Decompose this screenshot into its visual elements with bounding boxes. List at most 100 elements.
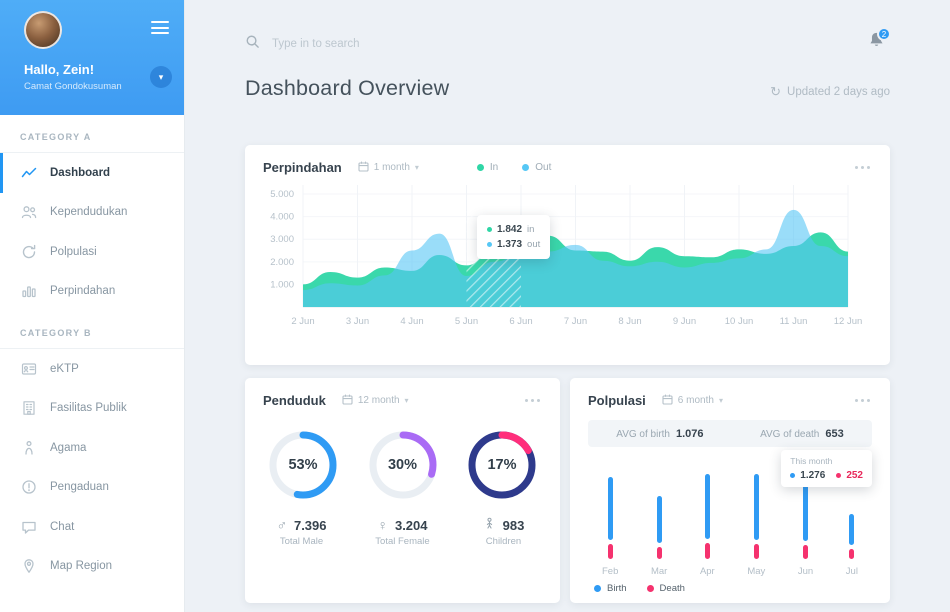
avg-birth: AVG of birth 1.076 (616, 427, 704, 440)
calendar-icon (342, 393, 353, 408)
chart-tooltip: 1.842 in 1.373 out (477, 215, 551, 259)
building-icon (21, 400, 37, 416)
bar-category-label: Feb (602, 566, 619, 577)
sidebar-item-label: Perpindahan (50, 285, 116, 298)
svg-text:10 Jun: 10 Jun (725, 316, 754, 327)
donut-chart-children: 17% (465, 428, 539, 502)
legend-out[interactable]: Out (522, 162, 551, 173)
sidebar-item-polpulasi[interactable]: Polpulasi (0, 232, 184, 272)
stat-total-female: ♀ 3.204 Total Female (375, 517, 430, 547)
perpindahan-area-chart[interactable]: 5.000 4.000 3.000 2.000 1.000 2 Jun 3 Jun 4 Jun… (263, 177, 890, 340)
bar-column[interactable]: Apr (700, 461, 715, 577)
divider (0, 152, 184, 153)
sidebar-item-chat[interactable]: Chat (0, 507, 184, 547)
bar-chart-legend: Birth Death (594, 583, 685, 594)
chevron-down-icon: ▾ (718, 396, 723, 405)
bar-column[interactable]: Feb (602, 461, 618, 577)
chevron-down-icon: ▾ (414, 163, 419, 172)
sidebar-item-agama[interactable]: Agama (0, 428, 184, 468)
sidebar-item-fasilitas-publik[interactable]: Fasilitas Publik (0, 389, 184, 429)
card-menu-button[interactable] (853, 394, 873, 408)
donut-chart-female: 30% (366, 428, 440, 502)
sidebar-item-perpindahan[interactable]: Perpindahan (0, 272, 184, 312)
bar-category-label: Jul (845, 566, 858, 577)
last-updated-text: Updated 2 days ago (787, 86, 890, 98)
sidebar-item-pengaduan[interactable]: Pengaduan (0, 468, 184, 508)
divider (0, 348, 184, 349)
card-title: Perpindahan (263, 160, 342, 175)
svg-text:11 Jun: 11 Jun (780, 316, 808, 327)
period-select[interactable]: 1 month ▾ (358, 160, 419, 175)
bar-column[interactable]: May (747, 461, 765, 577)
people-icon (21, 204, 37, 220)
hamburger-menu-icon[interactable] (151, 21, 169, 38)
sidebar-item-kependudukan[interactable]: Kependudukan (0, 193, 184, 233)
map-pin-icon (21, 558, 37, 574)
sidebar-item-label: Agama (50, 441, 87, 454)
bar-column[interactable]: Mar (651, 461, 667, 577)
search-icon (245, 34, 260, 54)
penduduk-stats: ♂ 7.396 Total Male ♀ 3.204 Total Female 98… (245, 502, 560, 547)
search-bar (245, 34, 492, 54)
sidebar-item-label: Map Region (50, 560, 113, 573)
stat-total-male: ♂ 7.396 Total Male (276, 517, 327, 547)
card-menu-button[interactable] (853, 161, 873, 175)
perpindahan-card: Perpindahan 1 month ▾ In Out 5.000 4.000 3… (245, 145, 890, 365)
notifications-button[interactable]: 2 (867, 27, 891, 55)
sidebar-item-ektp[interactable]: eKTP (0, 349, 184, 389)
legend-in[interactable]: In (476, 162, 498, 173)
avg-stats-bar: AVG of birth 1.076 AVG of death 653 (588, 420, 872, 447)
area-chart-svg: 5.000 4.000 3.000 2.000 1.000 2 Jun 3 Jun 4 Jun… (270, 185, 863, 327)
chevron-down-icon: ▾ (404, 396, 409, 405)
legend-death[interactable]: Death (646, 583, 685, 594)
penduduk-donut-charts: 53% 30% 17% (245, 408, 560, 502)
sidebar-item-dashboard[interactable]: Dashboard (0, 153, 184, 193)
refresh-icon[interactable]: ↻ (770, 84, 782, 99)
svg-text:4 Jun: 4 Jun (400, 316, 423, 327)
card-title: Polpulasi (588, 393, 646, 408)
svg-text:5 Jun: 5 Jun (455, 316, 478, 327)
period-select[interactable]: 12 month ▾ (342, 393, 409, 408)
period-select[interactable]: 6 month ▾ (662, 393, 723, 408)
sidebar-item-label: Polpulasi (50, 245, 97, 258)
chevron-down-icon: ▾ (158, 71, 164, 82)
notification-badge: 2 (877, 27, 891, 41)
avatar[interactable] (24, 11, 62, 49)
bar-category-label: Apr (699, 566, 715, 577)
search-input[interactable] (272, 38, 492, 50)
sidebar-item-label: Dashboard (50, 166, 111, 179)
svg-text:3.000: 3.000 (270, 234, 294, 245)
sidebar-item-label: Kependudukan (50, 206, 128, 219)
svg-text:12 Jun: 12 Jun (834, 316, 863, 327)
chart-line-icon (21, 165, 37, 181)
legend-birth[interactable]: Birth (594, 583, 627, 594)
svg-text:3 Jun: 3 Jun (346, 316, 369, 327)
category-a-label: CATEGORY A (20, 132, 92, 142)
bar-category-label: Mar (650, 566, 668, 577)
page-title: Dashboard Overview (245, 76, 450, 100)
avg-death: AVG of death 653 (760, 427, 844, 440)
sidebar-item-label: Chat (50, 520, 75, 533)
profile-dropdown-button[interactable]: ▾ (150, 66, 172, 88)
female-icon: ♀ (377, 517, 388, 533)
svg-text:2 Jun: 2 Jun (291, 316, 314, 327)
category-b-label: CATEGORY B (20, 328, 92, 338)
card-menu-button[interactable] (523, 394, 543, 408)
chart-legend: In Out (476, 162, 551, 173)
report-icon (21, 479, 37, 495)
sidebar-item-label: Pengaduan (50, 481, 109, 494)
polpulasi-card: Polpulasi 6 month ▾ AVG of birth 1.076 AV… (570, 378, 890, 603)
penduduk-card: Penduduk 12 month ▾ 53% 30% 17% (245, 378, 560, 603)
card-title: Penduduk (263, 393, 326, 408)
svg-text:6 Jun: 6 Jun (509, 316, 532, 327)
svg-text:2.000: 2.000 (270, 257, 294, 268)
bar-chart-icon (21, 283, 37, 299)
bar-column[interactable]: Jun (798, 461, 813, 577)
svg-text:5.000: 5.000 (270, 189, 294, 200)
svg-text:7 Jun: 7 Jun (564, 316, 587, 327)
sidebar-item-map-region[interactable]: Map Region (0, 547, 184, 587)
calendar-icon (358, 160, 369, 175)
calendar-icon (662, 393, 673, 408)
bar-column[interactable]: Jul (846, 461, 858, 577)
greeting-text: Hallo, Zein! (24, 62, 95, 77)
